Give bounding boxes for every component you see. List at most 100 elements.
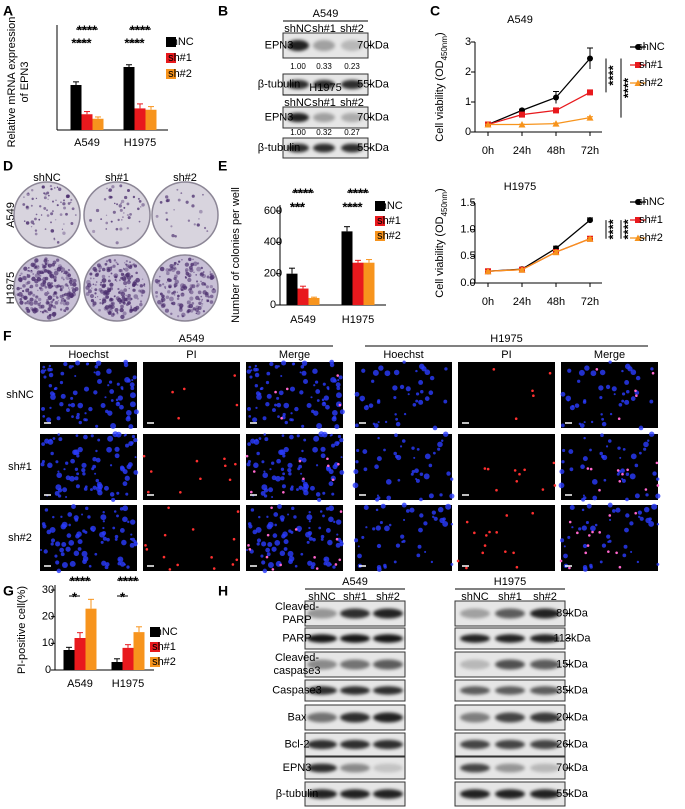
nucleus bbox=[298, 485, 303, 490]
legend-swatch bbox=[166, 69, 176, 79]
plate bbox=[151, 181, 219, 249]
blot-band bbox=[495, 763, 525, 773]
colony bbox=[70, 198, 73, 202]
nucleus bbox=[77, 402, 84, 409]
nucleus bbox=[338, 375, 343, 380]
nucleus bbox=[307, 530, 313, 536]
nucleus bbox=[97, 378, 103, 384]
colony bbox=[46, 290, 49, 293]
blot-band bbox=[460, 739, 490, 750]
colony bbox=[43, 206, 47, 210]
nucleus bbox=[113, 510, 117, 513]
colony bbox=[96, 296, 99, 298]
colony bbox=[32, 223, 34, 225]
significance-label: **** bbox=[348, 185, 369, 200]
nucleus bbox=[61, 562, 68, 568]
nucleus bbox=[73, 550, 80, 556]
colony bbox=[132, 281, 137, 286]
nucleus bbox=[437, 447, 441, 451]
nucleus bbox=[368, 403, 374, 408]
nucleus bbox=[112, 526, 116, 530]
nucleus bbox=[376, 543, 382, 549]
significance-label: **** bbox=[124, 35, 145, 50]
blot-band bbox=[341, 112, 363, 123]
colony bbox=[55, 295, 58, 298]
pi-cell bbox=[616, 469, 620, 472]
colony bbox=[101, 278, 107, 283]
nucleus bbox=[279, 449, 286, 455]
nucleus bbox=[111, 497, 116, 502]
colony bbox=[32, 273, 35, 275]
nucleus bbox=[267, 541, 273, 547]
pi-cell bbox=[191, 528, 195, 531]
colony bbox=[138, 200, 142, 203]
pi-cell bbox=[294, 528, 298, 531]
colony bbox=[124, 262, 126, 264]
colony bbox=[159, 266, 165, 272]
nucleus bbox=[271, 546, 277, 552]
nucleus bbox=[638, 451, 642, 455]
blot-band bbox=[341, 143, 363, 153]
nucleus bbox=[339, 409, 345, 415]
pi-cell bbox=[568, 520, 572, 524]
blot-band bbox=[530, 634, 560, 643]
colony bbox=[47, 307, 52, 312]
nucleus bbox=[415, 369, 418, 373]
pi-cell bbox=[298, 459, 302, 463]
colony bbox=[22, 203, 26, 206]
micrograph bbox=[458, 362, 555, 428]
colony bbox=[200, 272, 203, 276]
colony bbox=[69, 293, 74, 298]
micrograph bbox=[458, 434, 555, 500]
nucleus bbox=[428, 493, 434, 499]
colony bbox=[60, 201, 62, 204]
point bbox=[586, 235, 594, 242]
nucleus bbox=[85, 362, 89, 366]
colony bbox=[167, 284, 172, 289]
nucleus bbox=[578, 369, 585, 376]
blot-band bbox=[373, 712, 403, 723]
nucleus bbox=[600, 413, 603, 416]
nucleus bbox=[126, 410, 132, 416]
colony bbox=[44, 262, 48, 266]
colony bbox=[47, 270, 52, 275]
nucleus bbox=[416, 553, 421, 558]
colony bbox=[105, 221, 109, 225]
nucleus bbox=[650, 367, 654, 371]
x-tick-label: 48h bbox=[547, 145, 565, 157]
nucleus bbox=[133, 470, 139, 475]
colony bbox=[65, 283, 68, 286]
colony bbox=[165, 211, 168, 215]
nucleus bbox=[76, 472, 80, 476]
nucleus bbox=[372, 527, 376, 531]
colony bbox=[158, 280, 161, 282]
nucleus bbox=[643, 447, 647, 451]
size-label: 113kDa bbox=[553, 632, 591, 644]
nucleus bbox=[291, 506, 295, 511]
size-label: 15kDa bbox=[556, 658, 589, 670]
nucleus bbox=[443, 399, 448, 404]
nucleus bbox=[265, 402, 270, 407]
colony bbox=[67, 273, 72, 278]
y-axis-label: Cell viability (OD450nm) bbox=[434, 188, 449, 297]
colony bbox=[127, 301, 131, 305]
nucleus bbox=[266, 515, 269, 518]
colony bbox=[177, 294, 180, 298]
nucleus bbox=[627, 366, 633, 372]
pi-cell bbox=[279, 563, 282, 567]
nucleus bbox=[114, 537, 118, 541]
nucleus bbox=[339, 539, 343, 544]
nucleus bbox=[365, 526, 368, 529]
nucleus bbox=[377, 399, 381, 403]
bar bbox=[85, 608, 97, 670]
nucleus bbox=[109, 464, 113, 467]
nucleus bbox=[258, 437, 262, 440]
pi-cell bbox=[199, 477, 202, 481]
colony bbox=[59, 285, 62, 288]
pi-cell bbox=[234, 462, 237, 466]
nucleus bbox=[571, 526, 574, 529]
colony bbox=[22, 290, 25, 293]
nucleus bbox=[276, 458, 281, 464]
nucleus bbox=[49, 438, 52, 442]
colony bbox=[119, 184, 123, 188]
